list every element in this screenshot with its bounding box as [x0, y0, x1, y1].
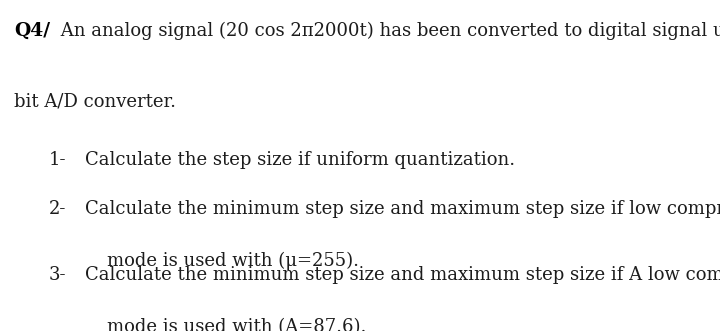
Text: Calculate the minimum step size and maximum step size if low compression: Calculate the minimum step size and maxi…	[85, 200, 720, 218]
Text: Q4/: Q4/	[14, 22, 50, 39]
Text: Calculate the minimum step size and maximum step size if A low compression: Calculate the minimum step size and maxi…	[85, 266, 720, 284]
Text: 2-: 2-	[49, 200, 66, 218]
Text: 3-: 3-	[49, 266, 66, 284]
Text: An analog signal (20 cos 2π2000t) has been converted to digital signal using 8: An analog signal (20 cos 2π2000t) has be…	[55, 22, 720, 40]
Text: mode is used with (A=87.6).: mode is used with (A=87.6).	[107, 318, 366, 331]
Text: bit A/D converter.: bit A/D converter.	[14, 93, 176, 111]
Text: Calculate the step size if uniform quantization.: Calculate the step size if uniform quant…	[85, 151, 515, 168]
Text: mode is used with (μ=255).: mode is used with (μ=255).	[107, 252, 359, 270]
Text: 1-: 1-	[49, 151, 66, 168]
